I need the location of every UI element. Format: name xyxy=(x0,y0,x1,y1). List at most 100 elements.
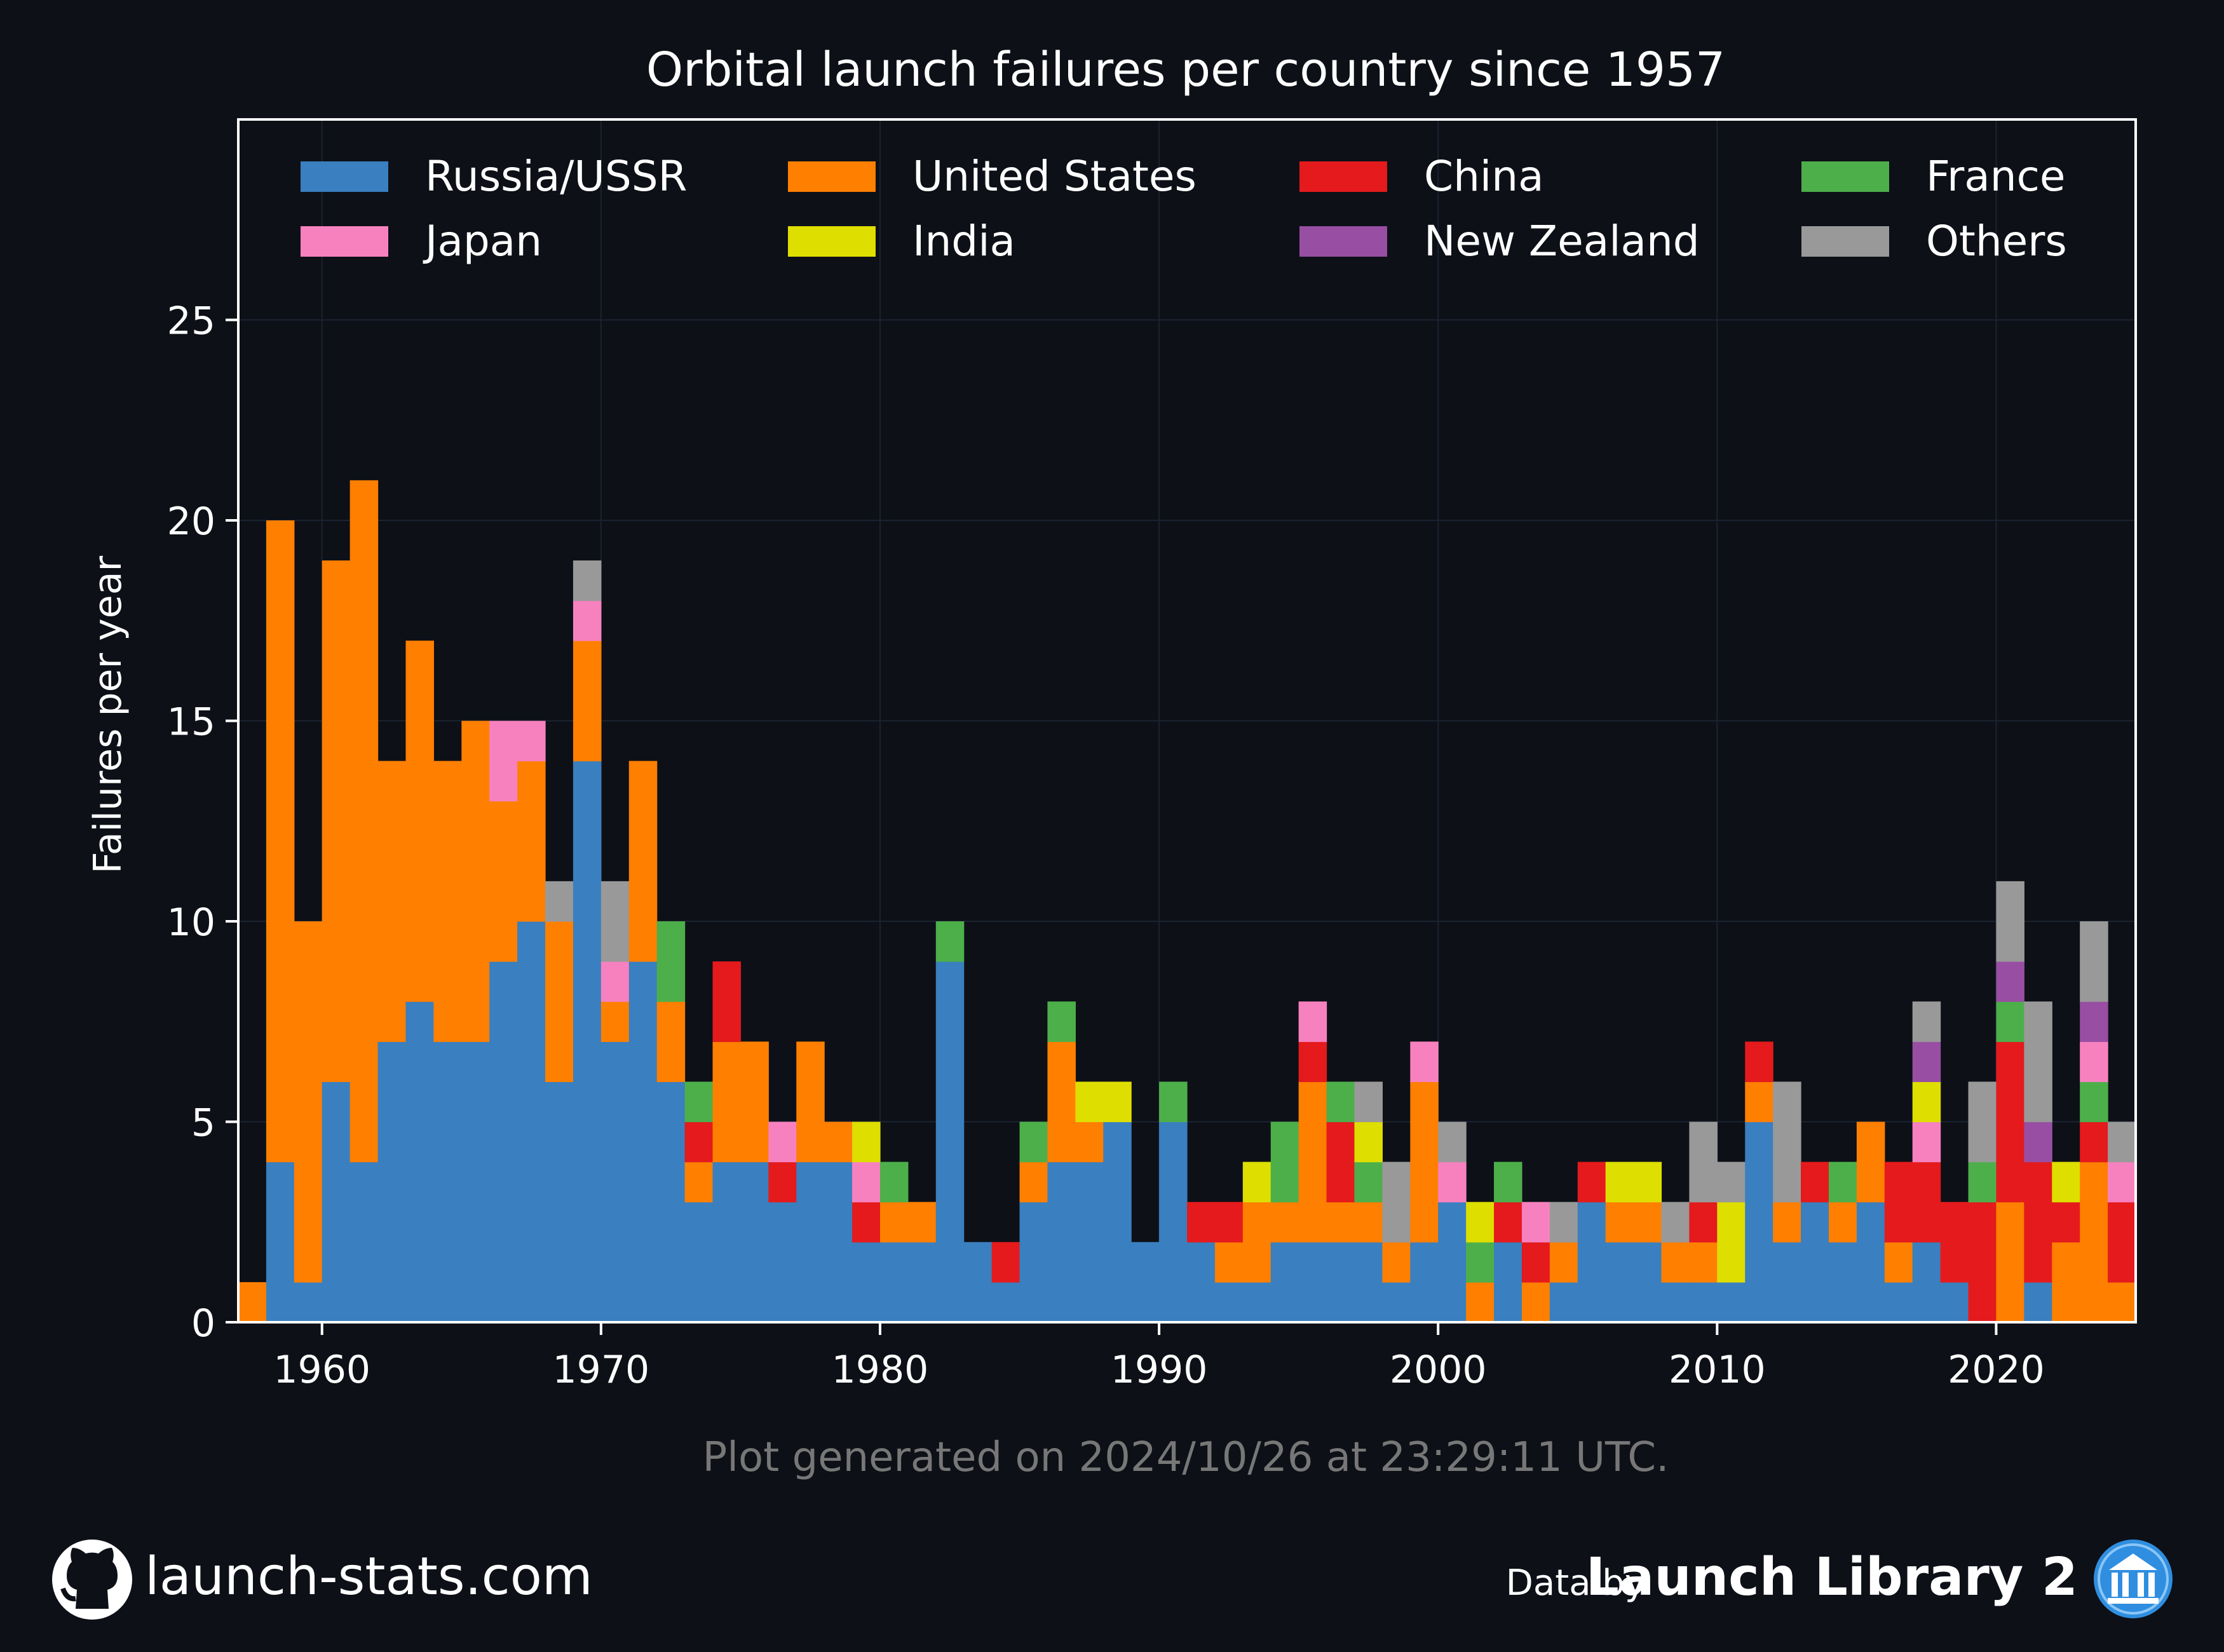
bar-segment xyxy=(1912,1001,1941,1042)
bar-segment xyxy=(2024,1001,2052,1123)
bar-segment xyxy=(2080,1161,2108,1323)
bar-segment xyxy=(2024,1121,2052,1163)
bar-segment xyxy=(489,961,518,1323)
legend-swatch xyxy=(788,161,876,192)
y-tick-label: 5 xyxy=(191,1101,215,1146)
bar-segment xyxy=(1382,1242,1411,1283)
bar-segment xyxy=(628,961,658,1323)
bar-segment xyxy=(1354,1161,1383,1203)
bar-segment xyxy=(1661,1202,1690,1243)
bar-segment xyxy=(1494,1202,1522,1243)
bar-segment xyxy=(768,1161,797,1203)
bar-segment xyxy=(1717,1282,1746,1323)
site-link[interactable]: launch-stats.com xyxy=(145,1547,593,1607)
bar-segment xyxy=(600,881,630,962)
bar-segment xyxy=(1103,1081,1132,1123)
bar-segment xyxy=(461,721,490,1042)
bar-segment xyxy=(1270,1202,1299,1243)
bar-segment xyxy=(1103,1121,1132,1323)
source-name[interactable]: Launch Library 2 xyxy=(1586,1547,2078,1608)
bar-segment xyxy=(656,921,686,1002)
bar-segment xyxy=(1494,1242,1522,1323)
bar-segment xyxy=(545,921,574,1082)
bar-segment xyxy=(1884,1282,1913,1323)
bar-segment xyxy=(545,1081,574,1323)
bar-segment xyxy=(935,921,965,962)
bar-segment xyxy=(852,1242,881,1323)
bar-segment xyxy=(1242,1202,1271,1283)
bar-segment xyxy=(740,1041,769,1163)
bar-segment xyxy=(1410,1081,1439,1243)
bar-segment xyxy=(1521,1202,1550,1243)
chart-title: Orbital launch failures per country sinc… xyxy=(646,43,1725,97)
legend-swatch xyxy=(1801,161,1889,192)
bar-segment xyxy=(824,1161,853,1323)
legend-label: China xyxy=(1424,152,1544,201)
bar-segment xyxy=(1270,1121,1299,1203)
bar-segment xyxy=(322,1081,351,1323)
bar-segment xyxy=(1745,1081,1773,1123)
footnote: Plot generated on 2024/10/26 at 23:29:11… xyxy=(703,1434,1669,1481)
legend-swatch xyxy=(788,226,876,257)
y-tick-label: 10 xyxy=(167,900,215,945)
x-tick-label: 2020 xyxy=(1948,1348,2045,1392)
bar-segment xyxy=(600,961,630,1002)
bar-segment xyxy=(1047,1001,1076,1042)
bar-segment xyxy=(1940,1202,1969,1283)
x-tick-label: 1970 xyxy=(553,1348,650,1392)
bar-segment xyxy=(1912,1081,1941,1123)
bar-segment xyxy=(1270,1242,1299,1323)
bar-segment xyxy=(1828,1242,1857,1323)
bar-segment xyxy=(935,961,965,1323)
bar-segment xyxy=(1884,1161,1913,1243)
bar-segment xyxy=(545,881,574,922)
bar-segment xyxy=(1828,1202,1857,1243)
bar-segment xyxy=(1075,1081,1104,1123)
bar-segment xyxy=(656,1081,686,1323)
bar-segment xyxy=(405,640,434,1002)
bar-segment xyxy=(1354,1202,1383,1243)
bar-segment xyxy=(1075,1161,1104,1323)
bar-segment xyxy=(1466,1242,1495,1283)
bar-segment xyxy=(322,560,351,1082)
bar-segment xyxy=(1214,1242,1244,1283)
bar-segment xyxy=(1773,1242,1801,1323)
legend-swatch xyxy=(1299,161,1387,192)
data-by-label: Data by xyxy=(1506,1562,1646,1604)
bar-segment xyxy=(684,1161,714,1203)
bar-segment xyxy=(1717,1202,1746,1283)
bar-segment xyxy=(1187,1202,1216,1243)
bar-segment xyxy=(1466,1202,1495,1243)
bar-segment xyxy=(1661,1282,1690,1323)
bar-segment xyxy=(991,1242,1020,1283)
bar-segment xyxy=(1047,1161,1076,1323)
bar-segment xyxy=(2080,1001,2108,1042)
bar-segment xyxy=(1494,1161,1522,1203)
bar-segment xyxy=(1438,1202,1467,1323)
bar-segment xyxy=(1773,1081,1801,1203)
bar-segment xyxy=(1912,1161,1941,1243)
bar-segment xyxy=(1996,961,2024,1002)
bar-segment xyxy=(1605,1242,1634,1323)
bar-segment xyxy=(1689,1282,1718,1323)
bar-segment xyxy=(1633,1242,1662,1323)
bar-segment xyxy=(1717,1161,1746,1203)
bar-segment xyxy=(517,921,546,1323)
x-tick-label: 2000 xyxy=(1390,1348,1487,1392)
bar-segment xyxy=(1689,1242,1718,1283)
bar-segment xyxy=(1354,1081,1383,1123)
bar-segment xyxy=(1298,1041,1327,1082)
bar-segment xyxy=(1131,1242,1160,1323)
bar-segment xyxy=(1605,1161,1634,1203)
bar-segment xyxy=(2108,1121,2136,1163)
legend-label: Others xyxy=(1926,217,2067,266)
bar-segment xyxy=(2052,1242,2080,1323)
bar-segment xyxy=(2108,1161,2136,1203)
bar-segment xyxy=(238,1282,267,1323)
bar-segment xyxy=(1019,1121,1048,1163)
github-icon[interactable] xyxy=(52,1540,132,1620)
bar-segment xyxy=(1354,1121,1383,1163)
legend-swatch xyxy=(1801,226,1889,257)
bar-segment xyxy=(852,1121,881,1163)
